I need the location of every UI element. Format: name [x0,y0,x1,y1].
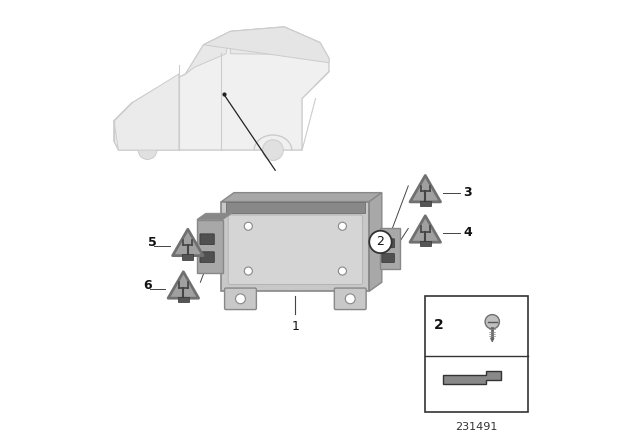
FancyBboxPatch shape [420,201,431,206]
FancyBboxPatch shape [178,297,189,302]
Polygon shape [197,213,232,220]
Circle shape [485,314,499,329]
Text: 3: 3 [463,186,472,199]
Polygon shape [168,272,198,298]
FancyBboxPatch shape [228,215,363,284]
Circle shape [262,140,284,160]
FancyBboxPatch shape [200,234,214,245]
Circle shape [244,222,252,230]
Circle shape [339,222,346,230]
Polygon shape [221,193,382,202]
Polygon shape [230,27,320,55]
FancyBboxPatch shape [382,239,394,248]
Text: 1: 1 [291,320,300,333]
FancyBboxPatch shape [420,241,431,246]
Text: 4: 4 [463,226,472,240]
FancyBboxPatch shape [200,252,214,263]
Circle shape [236,294,245,304]
Text: 231491: 231491 [456,422,498,432]
Polygon shape [226,202,365,213]
Text: 2: 2 [435,318,444,332]
Text: 6: 6 [143,279,152,292]
Polygon shape [114,27,329,150]
Polygon shape [410,216,440,242]
FancyBboxPatch shape [382,254,394,263]
Text: 2: 2 [376,235,385,249]
Polygon shape [186,31,230,74]
FancyBboxPatch shape [182,254,193,260]
Polygon shape [204,27,329,63]
Polygon shape [443,371,502,384]
Circle shape [244,267,252,275]
Circle shape [138,141,157,159]
Polygon shape [410,176,440,202]
Polygon shape [369,193,382,291]
Polygon shape [114,74,179,150]
Text: 5: 5 [148,236,156,250]
Polygon shape [197,220,223,273]
Circle shape [346,294,355,304]
Polygon shape [221,202,369,291]
FancyBboxPatch shape [225,288,257,310]
Circle shape [339,267,346,275]
FancyBboxPatch shape [425,296,529,412]
Polygon shape [380,228,400,269]
Circle shape [369,231,392,253]
Polygon shape [173,229,203,256]
FancyBboxPatch shape [334,288,366,310]
